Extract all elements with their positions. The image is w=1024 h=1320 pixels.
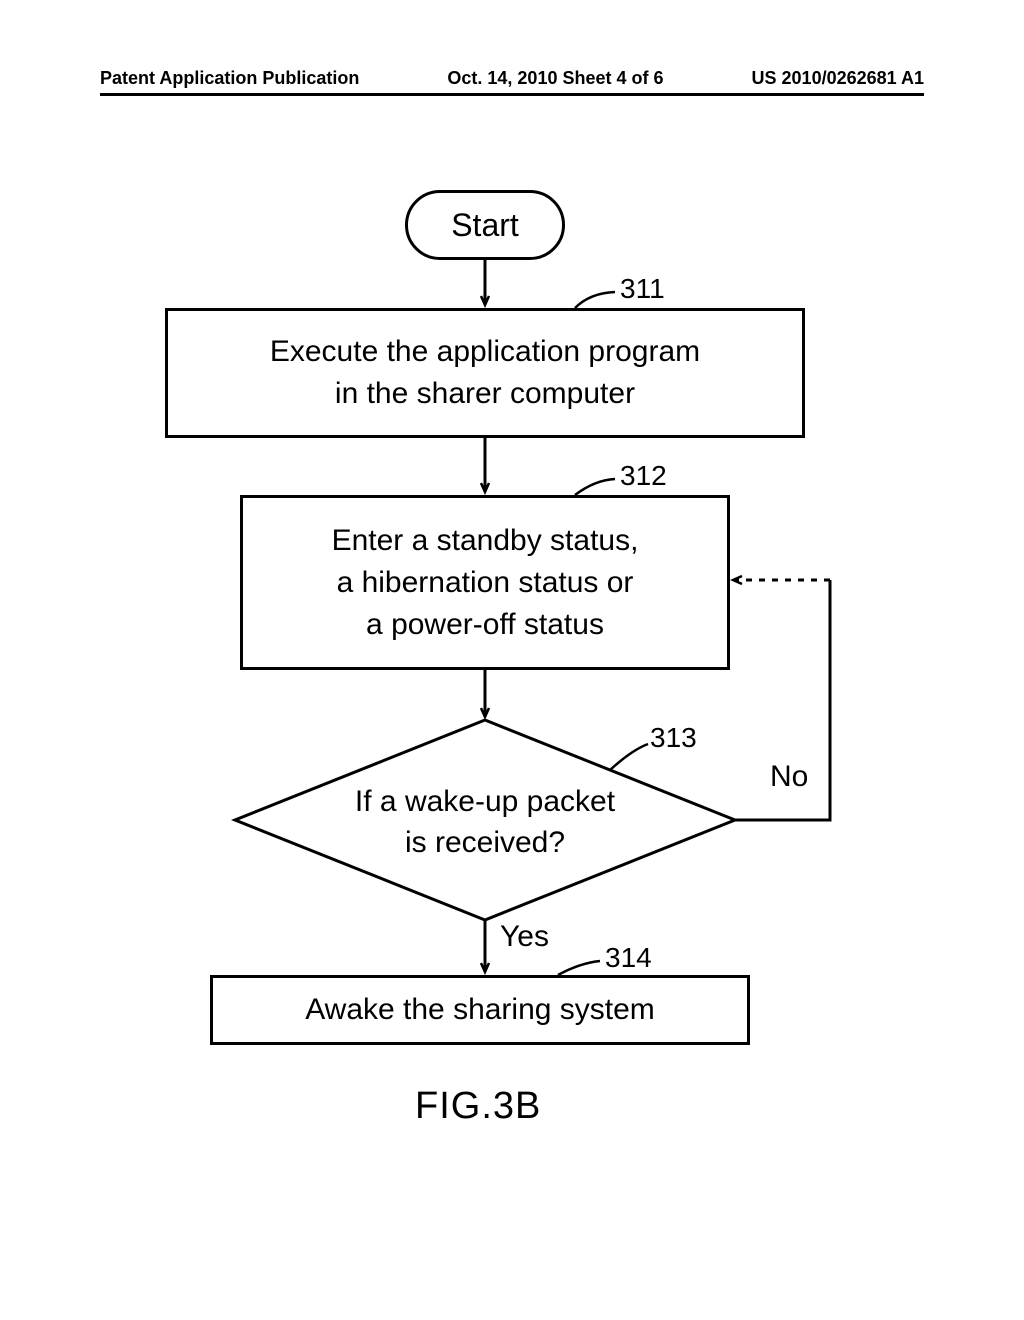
node-312: Enter a standby status,a hibernation sta… <box>240 495 730 670</box>
node-start: Start <box>405 190 565 260</box>
node-311: Execute the application programin the sh… <box>165 308 805 438</box>
node-311-text: Execute the application programin the sh… <box>270 331 700 415</box>
leader-312 <box>575 479 615 495</box>
label-yes: Yes <box>500 920 549 954</box>
node-313-text: If a wake-up packetis received? <box>325 782 645 863</box>
node-314: Awake the sharing system <box>210 975 750 1045</box>
ref-313: 313 <box>650 722 697 754</box>
ref-312: 312 <box>620 460 667 492</box>
leader-311 <box>575 292 615 308</box>
leader-314 <box>558 961 600 975</box>
leader-313 <box>610 744 648 770</box>
node-314-text: Awake the sharing system <box>305 989 655 1031</box>
ref-311: 311 <box>620 273 665 305</box>
node-start-text: Start <box>451 207 519 244</box>
node-312-text: Enter a standby status,a hibernation sta… <box>332 520 639 646</box>
label-no: No <box>770 760 808 794</box>
figure-label: FIG.3B <box>415 1085 541 1128</box>
ref-314: 314 <box>605 942 652 974</box>
page-container: Patent Application Publication Oct. 14, … <box>0 0 1024 1320</box>
